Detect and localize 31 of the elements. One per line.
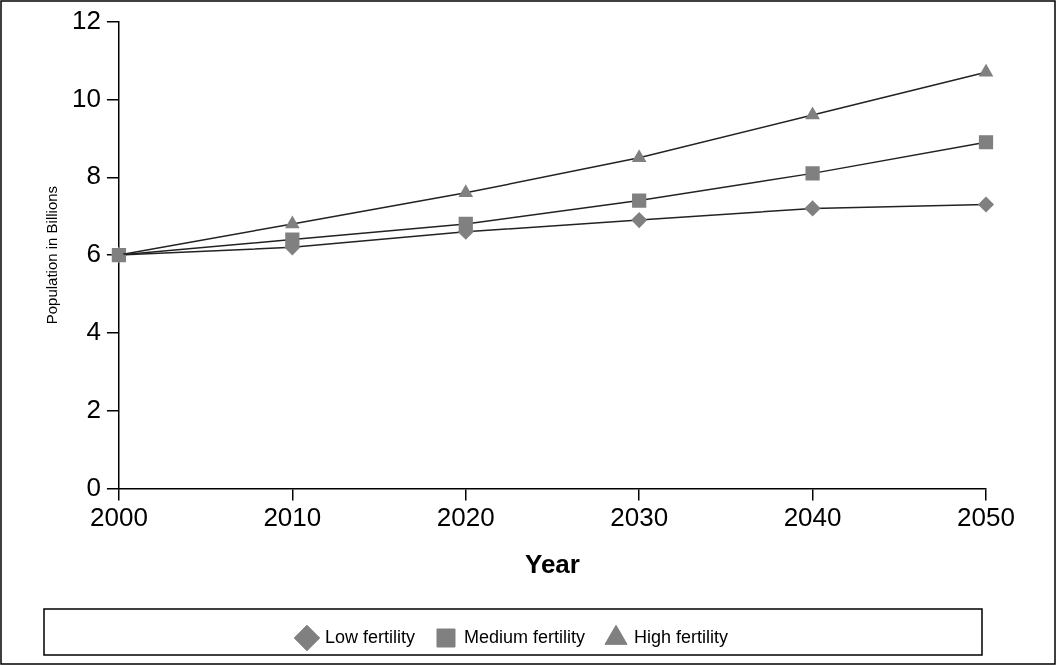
y-tick-label: 2 <box>86 393 101 424</box>
point <box>458 216 473 232</box>
point <box>632 150 646 163</box>
x-axis-title: Year <box>524 548 580 579</box>
y-tick-label: 6 <box>86 238 101 269</box>
y-tick-label: 12 <box>72 4 101 35</box>
x-tick-label: 2040 <box>783 502 842 533</box>
x-tick-label: 2020 <box>436 502 495 533</box>
point <box>632 193 647 208</box>
legend-label: Medium fertility <box>463 626 586 647</box>
point <box>805 107 820 120</box>
x-tick-label: 2050 <box>957 502 1015 533</box>
point <box>805 166 820 181</box>
point <box>978 135 994 150</box>
point <box>978 196 994 213</box>
y-tick-label: 10 <box>72 82 101 113</box>
point <box>631 212 647 228</box>
point <box>285 216 300 229</box>
y-tick-label: 0 <box>86 471 101 502</box>
point <box>458 185 473 198</box>
legend-label: Low fertility <box>324 626 415 647</box>
point <box>285 232 300 247</box>
x-tick-label: 2010 <box>263 502 322 533</box>
y-tick-label: 8 <box>86 160 101 191</box>
y-tick-label: 4 <box>86 316 101 347</box>
point <box>804 200 821 217</box>
point <box>979 64 993 77</box>
x-tick-label: 2030 <box>610 502 669 533</box>
x-tick-label: 2000 <box>90 502 148 533</box>
y-axis-title: Population in Billions <box>43 185 61 325</box>
legend-label: High fertility <box>634 626 729 647</box>
